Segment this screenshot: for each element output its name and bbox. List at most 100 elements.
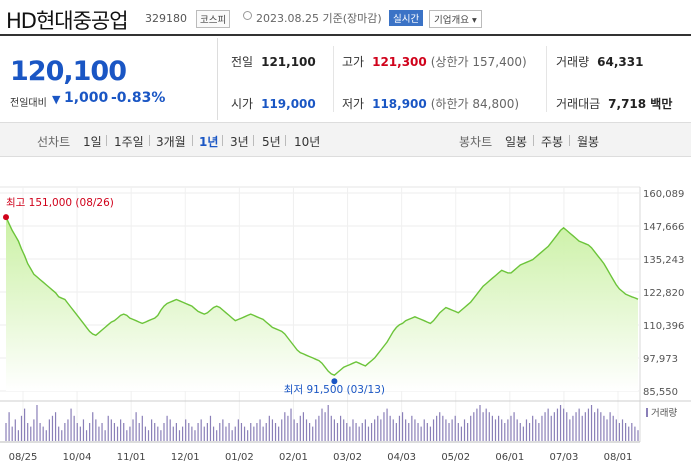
line-chart-label: 선차트 bbox=[37, 135, 71, 149]
volume-bar bbox=[467, 423, 469, 441]
volume-bar bbox=[414, 419, 416, 441]
volume-bar bbox=[309, 423, 311, 441]
x-tick-label: 01/02 bbox=[225, 452, 254, 463]
volume-bar bbox=[305, 419, 308, 441]
volume-bar bbox=[312, 426, 314, 441]
volume-bar bbox=[141, 415, 143, 441]
volume-bar bbox=[278, 426, 280, 441]
down-arrow-icon: ▼ bbox=[52, 93, 61, 106]
y-tick-label: 110,396 bbox=[643, 321, 684, 332]
y-tick-label: 147,666 bbox=[643, 222, 684, 233]
volume-bar bbox=[566, 412, 568, 441]
volume-bar bbox=[516, 419, 518, 441]
volume-bar bbox=[637, 430, 639, 441]
volume-bar bbox=[321, 408, 323, 441]
volume-bar bbox=[374, 419, 376, 441]
tab-10y[interactable]: 10년 bbox=[294, 135, 321, 149]
volume-bar bbox=[296, 423, 298, 441]
company-info-dropdown[interactable]: 기업개요 ▾ bbox=[429, 10, 482, 28]
volume-bar bbox=[541, 415, 543, 441]
volume-bar bbox=[216, 430, 218, 441]
y-tick-label: 160,089 bbox=[643, 189, 684, 200]
volume-bar bbox=[222, 419, 224, 441]
volume-bar bbox=[160, 430, 162, 441]
volume-bar bbox=[231, 430, 233, 441]
volume-bar bbox=[73, 415, 75, 441]
volume-bar bbox=[559, 405, 562, 441]
tab-daily[interactable]: 일봉 bbox=[505, 135, 528, 149]
volume-bar bbox=[154, 423, 156, 441]
volume-bar bbox=[104, 430, 106, 441]
tab-3y[interactable]: 3년 bbox=[230, 135, 249, 149]
x-tick-label: 07/03 bbox=[549, 452, 578, 463]
volume-bar bbox=[525, 419, 528, 441]
volume-bar bbox=[212, 426, 215, 441]
volume-bar bbox=[355, 423, 357, 441]
volume-bar bbox=[556, 408, 559, 441]
x-tick-label: 08/25 bbox=[9, 452, 38, 463]
volume-bar bbox=[302, 412, 305, 441]
volume-bar bbox=[352, 419, 354, 441]
tab-1y[interactable]: 1년 bbox=[199, 135, 219, 149]
volume-bar bbox=[70, 408, 72, 441]
volume-bar bbox=[151, 419, 153, 441]
volume-bar bbox=[587, 408, 590, 441]
volume-bar bbox=[370, 423, 373, 441]
volume-bar bbox=[504, 423, 506, 441]
x-tick-label: 12/01 bbox=[171, 452, 200, 463]
volume-bar bbox=[126, 430, 128, 441]
volume-bar bbox=[58, 426, 60, 441]
volume-bar bbox=[544, 412, 546, 441]
volume-bar bbox=[510, 415, 512, 441]
volume-bar bbox=[563, 408, 565, 441]
tab-monthly[interactable]: 월봉 bbox=[577, 135, 600, 149]
volume-bar bbox=[8, 412, 10, 441]
volume-bar bbox=[457, 423, 459, 441]
volume-bar bbox=[405, 419, 407, 441]
volume-bar bbox=[206, 423, 208, 441]
volume-bar bbox=[522, 426, 524, 441]
volume-bar bbox=[33, 419, 35, 441]
base-date: 2023.08.25 기준(장마감) bbox=[256, 12, 382, 25]
volume-bar bbox=[606, 419, 608, 441]
volume-bar bbox=[398, 415, 401, 441]
volume-bar bbox=[429, 426, 432, 441]
realtime-button[interactable]: 실시간 bbox=[389, 10, 424, 26]
volume-bar bbox=[178, 430, 181, 441]
volume-bar bbox=[336, 423, 339, 441]
volume-bar bbox=[123, 423, 125, 441]
volume-bar bbox=[45, 430, 47, 441]
x-tick-label: 04/03 bbox=[387, 452, 416, 463]
volume-bar bbox=[76, 423, 78, 441]
price-line bbox=[5, 216, 639, 377]
volume-bar bbox=[113, 423, 116, 441]
stat-high: 고가 121,300 (상한가 157,400) bbox=[342, 55, 527, 69]
volume-bar bbox=[389, 415, 391, 441]
volume-bar bbox=[432, 419, 435, 441]
volume-bar bbox=[200, 419, 202, 441]
volume-bar bbox=[92, 412, 94, 441]
volume-bar bbox=[281, 419, 283, 441]
x-tick-label: 05/02 bbox=[441, 452, 470, 463]
volume-bar bbox=[603, 415, 605, 441]
tab-1d[interactable]: 1일 bbox=[83, 135, 102, 149]
tab-3m[interactable]: 3개월 bbox=[156, 135, 186, 149]
stock-code: 329180 bbox=[145, 12, 187, 25]
volume-bar bbox=[631, 423, 633, 441]
volume-bar bbox=[188, 423, 190, 441]
y-tick-label: 135,243 bbox=[643, 255, 684, 266]
price-chart[interactable]: 160,089 147,666 135,243 122,820 110,396 97,97… bbox=[0, 180, 691, 475]
volume-bar bbox=[30, 426, 32, 441]
volume-bar bbox=[290, 408, 292, 441]
volume-bar bbox=[327, 405, 329, 441]
tab-5y[interactable]: 5년 bbox=[262, 135, 281, 149]
chart-tabs: 선차트 1일 1주일 3개월 1년 3년 5년 10년 봉차트 일봉 주봉 월봉 bbox=[0, 122, 691, 157]
tab-weekly[interactable]: 주봉 bbox=[541, 135, 564, 149]
volume-bar bbox=[36, 405, 38, 441]
volume-bar bbox=[318, 415, 320, 441]
x-tick-label: 10/04 bbox=[63, 452, 92, 463]
volume-bar bbox=[54, 412, 57, 441]
volume-bar bbox=[349, 426, 351, 441]
tab-1w[interactable]: 1주일 bbox=[114, 135, 144, 149]
x-tick-label: 06/01 bbox=[495, 452, 524, 463]
